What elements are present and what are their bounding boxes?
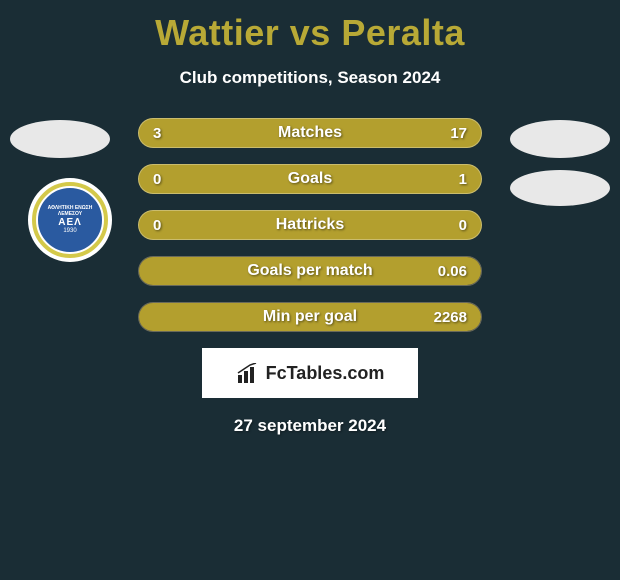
- stat-row-hattricks: 0 Hattricks 0: [138, 210, 482, 240]
- stat-right-value: 0: [459, 217, 467, 234]
- stat-row-goals: 0 Goals 1: [138, 164, 482, 194]
- page-title: Wattier vs Peralta: [0, 0, 620, 54]
- stat-right-value: 2268: [434, 309, 467, 326]
- club-badge-top-text: ΑΘΛΗΤΙΚΗ ΕΝΩΣΗ ΛΕΜΕΣΟΥ: [38, 206, 102, 217]
- stat-label: Goals: [288, 170, 332, 188]
- fctables-logo: FcTables.com: [202, 348, 418, 398]
- stat-left-value: 3: [153, 125, 161, 142]
- stat-left-value: 0: [153, 217, 161, 234]
- stat-label: Min per goal: [263, 308, 357, 326]
- stat-right-value: 0.06: [438, 263, 467, 280]
- stat-label: Hattricks: [276, 216, 344, 234]
- chart-icon: [236, 363, 260, 383]
- logo-text: FcTables.com: [266, 363, 385, 384]
- stat-left-value: 0: [153, 171, 161, 188]
- stat-right-value: 1: [459, 171, 467, 188]
- stat-row-goals-per-match: Goals per match 0.06: [138, 256, 482, 286]
- stat-row-matches: 3 Matches 17: [138, 118, 482, 148]
- club-badge-inner: ΑΘΛΗΤΙΚΗ ΕΝΩΣΗ ΛΕΜΕΣΟΥ ΑΕΛ 1930: [36, 186, 104, 254]
- player1-placeholder-oval: [10, 120, 110, 158]
- player2-placeholder-oval: [510, 120, 610, 158]
- club-badge-center: ΑΕΛ: [58, 217, 82, 228]
- stat-label: Matches: [278, 124, 342, 142]
- stat-right-value: 17: [450, 125, 467, 142]
- player1-club-badge: ΑΘΛΗΤΙΚΗ ΕΝΩΣΗ ΛΕΜΕΣΟΥ ΑΕΛ 1930: [28, 178, 112, 262]
- club-badge-year: 1930: [63, 228, 76, 234]
- player2-club-placeholder: [510, 170, 610, 206]
- stat-row-min-per-goal: Min per goal 2268: [138, 302, 482, 332]
- stats-list: 3 Matches 17 0 Goals 1 0 Hattricks 0 Goa…: [138, 118, 482, 332]
- stat-label: Goals per match: [247, 262, 372, 280]
- comparison-content: ΑΘΛΗΤΙΚΗ ΕΝΩΣΗ ΛΕΜΕΣΟΥ ΑΕΛ 1930 3 Matche…: [0, 118, 620, 436]
- date-text: 27 september 2024: [0, 416, 620, 436]
- subtitle: Club competitions, Season 2024: [0, 68, 620, 88]
